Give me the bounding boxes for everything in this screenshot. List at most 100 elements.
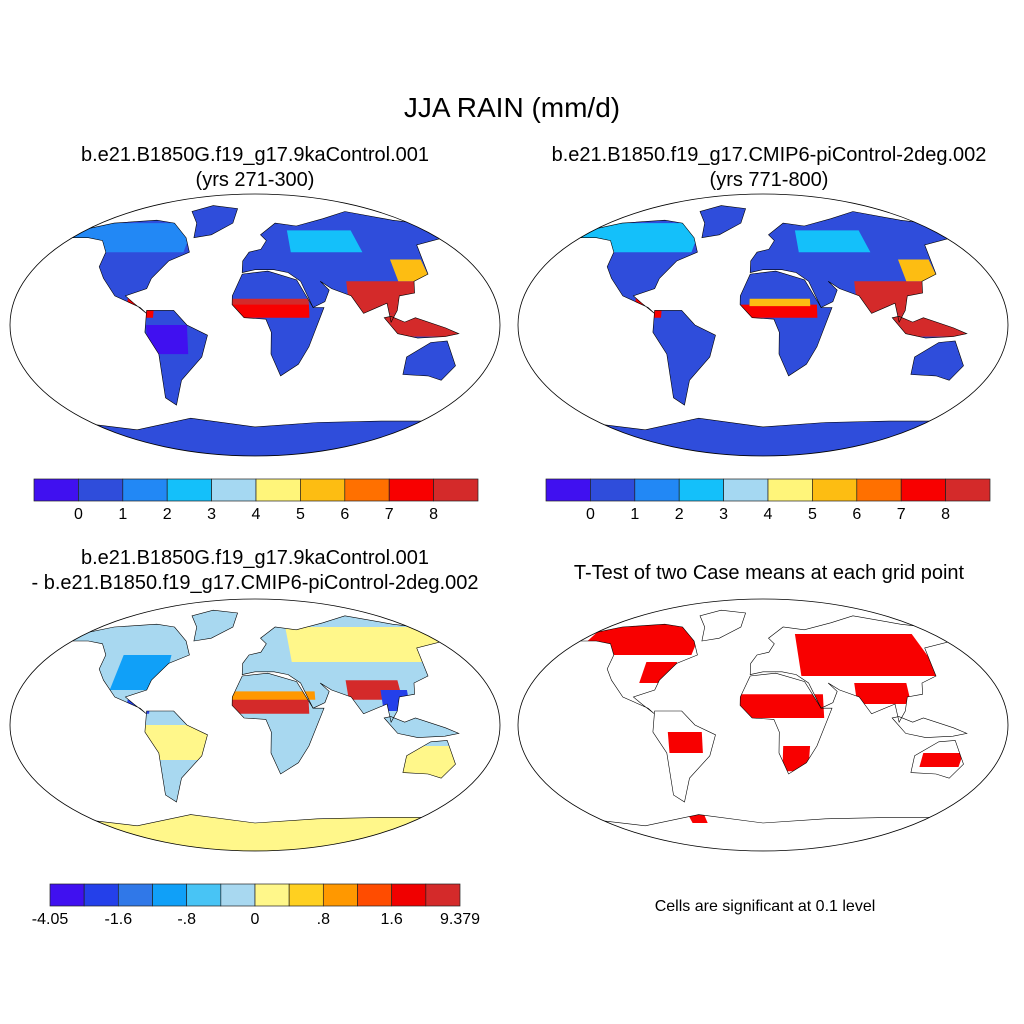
colorbar-box bbox=[767, 478, 813, 502]
coastline bbox=[699, 609, 747, 642]
data-cell-region bbox=[227, 697, 310, 714]
map-border bbox=[9, 193, 501, 457]
colorbar-label: 0 bbox=[585, 506, 595, 523]
data-cell-region bbox=[794, 230, 871, 253]
panel-title-case1: b.e21.B1850G.f19_g17.9kaControl.001 (yrs… bbox=[0, 143, 510, 193]
panel-title-line1: b.e21.B1850.f19_g17.CMIP6-piControl-2deg… bbox=[551, 144, 987, 166]
data-cell-region bbox=[346, 281, 425, 314]
colorbar-box bbox=[723, 478, 769, 502]
landmass-samerica bbox=[652, 711, 716, 802]
colorbar-box bbox=[117, 883, 153, 907]
coastline bbox=[241, 615, 445, 724]
data-cell-region bbox=[390, 259, 431, 282]
panel-title-line1: b.e21.B1850G.f19_g17.9kaControl.001 bbox=[80, 547, 430, 569]
coastline bbox=[383, 716, 460, 738]
colorbar-box bbox=[211, 478, 257, 502]
coastline bbox=[739, 672, 833, 775]
coastline bbox=[144, 310, 208, 406]
data-cell-region bbox=[919, 753, 964, 767]
colorbar-box bbox=[388, 478, 434, 502]
data-cell-region bbox=[749, 298, 811, 307]
coastline bbox=[65, 417, 445, 456]
landmass-australia bbox=[402, 341, 456, 381]
colorbar-label: 3 bbox=[207, 506, 217, 523]
landmass-greenland bbox=[192, 205, 238, 238]
coastline bbox=[578, 219, 698, 314]
landmass-greenland bbox=[700, 205, 746, 238]
data-cell-region bbox=[891, 313, 967, 337]
landmass-indonesia bbox=[384, 716, 459, 738]
coastline bbox=[573, 417, 953, 456]
data-cell-region bbox=[143, 725, 209, 760]
data-cell-region bbox=[667, 732, 703, 753]
data-cell-region bbox=[383, 313, 459, 337]
coastline bbox=[910, 740, 964, 779]
map-case1 bbox=[9, 193, 501, 457]
panel-title-ttest: T-Test of two Case means at each grid po… bbox=[573, 562, 965, 584]
map-border bbox=[517, 193, 1009, 457]
coastline bbox=[891, 716, 968, 738]
data-cell-region bbox=[854, 683, 912, 704]
colorbar-label: 1 bbox=[630, 506, 640, 523]
colorbar-box bbox=[78, 478, 124, 502]
data-cell-region bbox=[285, 627, 459, 662]
coastline bbox=[910, 340, 964, 381]
panel-title-line1: b.e21.B1850G.f19_g17.9kaControl.001 bbox=[80, 144, 430, 166]
landmass-africa bbox=[740, 271, 832, 376]
landmass-antarctica bbox=[573, 418, 953, 456]
colorbar-box bbox=[186, 883, 222, 907]
colorbar-box bbox=[300, 478, 346, 502]
colorbar-diff bbox=[49, 883, 461, 907]
data-cell-region bbox=[231, 304, 310, 318]
colorbar-box bbox=[545, 478, 591, 502]
colorbar-label: 1 bbox=[118, 506, 128, 523]
colorbar-label: -4.05 bbox=[31, 911, 69, 928]
colorbar-box bbox=[812, 478, 858, 502]
colorbar-label: 4 bbox=[763, 506, 773, 523]
data-cell-region bbox=[146, 325, 189, 355]
colorbar-label: 2 bbox=[162, 506, 172, 523]
colorbar-box bbox=[344, 478, 390, 502]
colorbar-label: 4 bbox=[251, 506, 261, 523]
colorbar-label: 7 bbox=[384, 506, 394, 523]
colorbar-label: 7 bbox=[896, 506, 906, 523]
colorbar-box bbox=[391, 883, 427, 907]
colorbar-label: 0 bbox=[73, 506, 83, 523]
colorbar-label: 3 bbox=[719, 506, 729, 523]
colorbar-case1 bbox=[33, 478, 479, 502]
colorbar-label: 5 bbox=[295, 506, 305, 523]
data-cell-region bbox=[898, 259, 939, 282]
colorbar-label: 2 bbox=[674, 506, 684, 523]
landmass-indonesia bbox=[892, 716, 967, 738]
data-cell-region bbox=[395, 746, 459, 781]
coastline bbox=[231, 672, 325, 775]
coastline bbox=[573, 814, 953, 851]
map-border bbox=[9, 598, 501, 852]
colorbar-box bbox=[49, 883, 85, 907]
data-cell-region bbox=[232, 691, 316, 700]
colorbar-box bbox=[433, 478, 479, 502]
panel-title-line2: (yrs 271-300) bbox=[195, 169, 315, 191]
coastline bbox=[191, 205, 238, 239]
coastline bbox=[699, 205, 746, 239]
coastline bbox=[578, 623, 698, 715]
colorbar-label: .8 bbox=[316, 911, 330, 928]
data-cell-region bbox=[286, 230, 363, 253]
panel-title-case2: b.e21.B1850.f19_g17.CMIP6-piControl-2deg… bbox=[514, 143, 1024, 193]
colorbar-box bbox=[166, 478, 212, 502]
colorbar-box bbox=[945, 478, 991, 502]
colorbar-box bbox=[678, 478, 724, 502]
data-cell-region bbox=[125, 295, 155, 318]
coastline bbox=[402, 340, 456, 381]
colorbar-label: 8 bbox=[429, 506, 439, 523]
data-cell-region bbox=[380, 690, 411, 711]
colorbar-box bbox=[856, 478, 902, 502]
colorbar-box bbox=[634, 478, 680, 502]
panel-title-line2: - b.e21.B1850.f19_g17.CMIP6-piControl-2d… bbox=[31, 572, 479, 594]
colorbar-label: 5 bbox=[807, 506, 817, 523]
data-cell-region bbox=[854, 281, 933, 314]
landmass-greenland bbox=[700, 610, 746, 641]
panel-title-diff: b.e21.B1850G.f19_g17.9kaControl.001 - b.… bbox=[0, 546, 510, 596]
map-case2 bbox=[517, 193, 1009, 457]
